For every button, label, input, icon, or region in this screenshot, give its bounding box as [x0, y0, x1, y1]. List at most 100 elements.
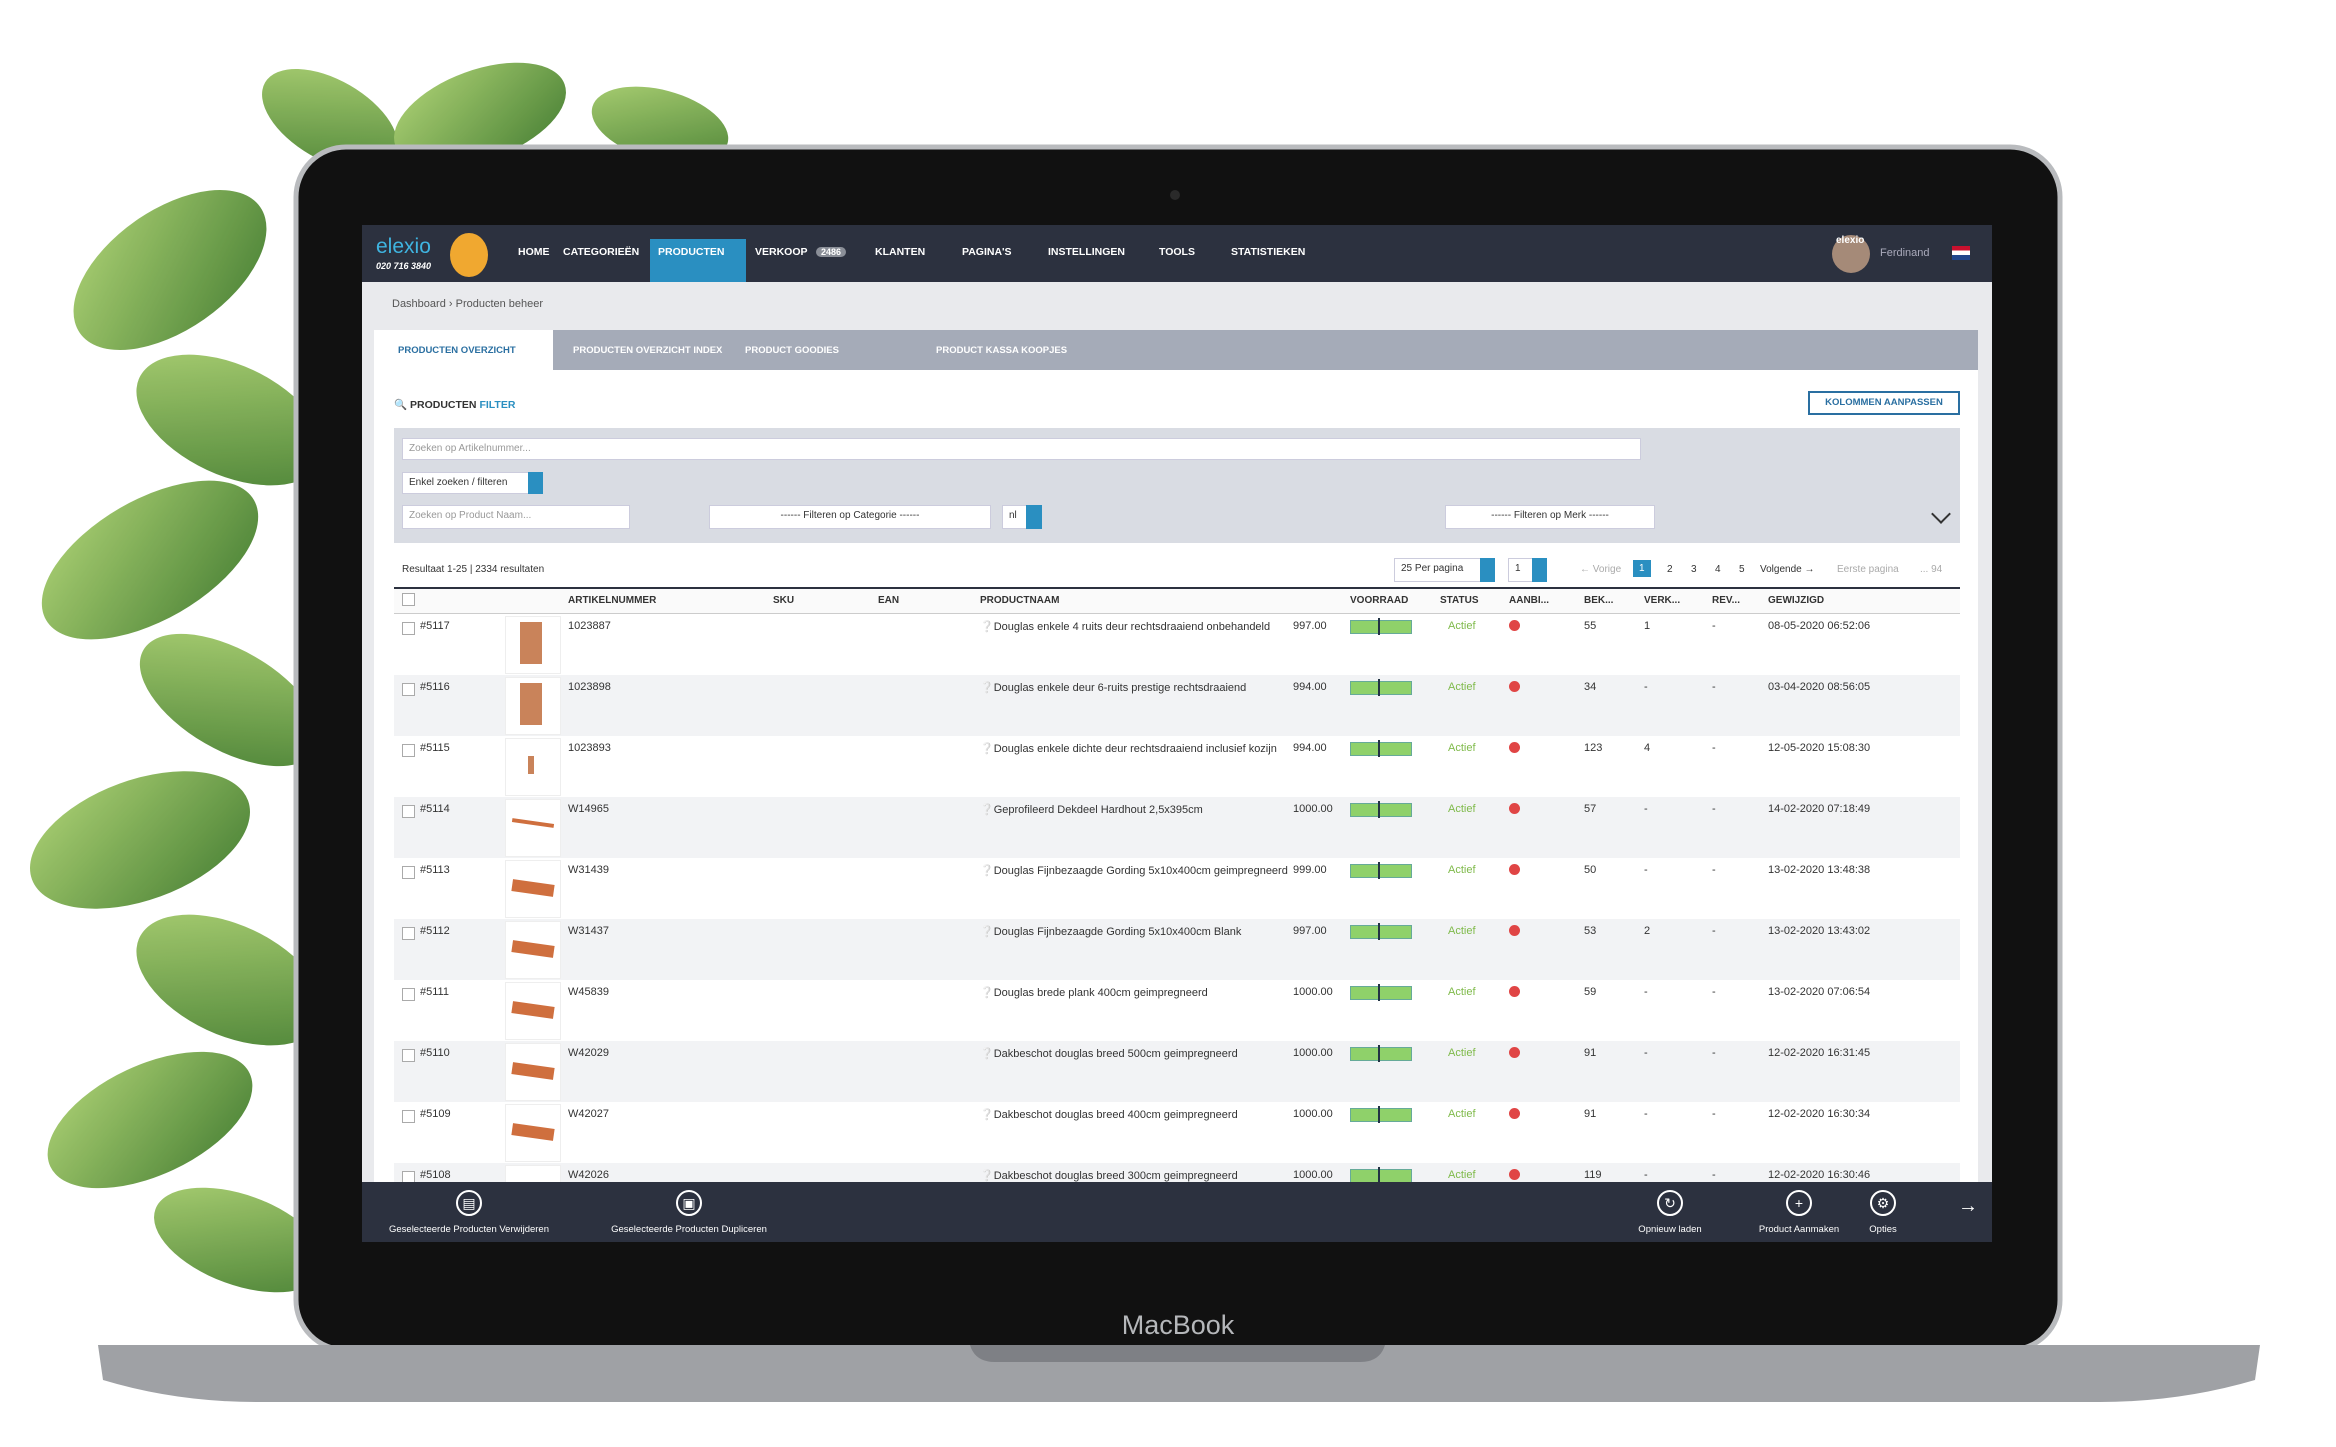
column-header[interactable]: ARTIKELNUMMER	[568, 595, 657, 606]
language-select[interactable]: nl	[1002, 505, 1028, 529]
product-name[interactable]: ❔Douglas Fijnbezaagde Gording 5x10x400cm…	[980, 865, 1288, 877]
pagination-item[interactable]: Volgende →	[1760, 564, 1815, 575]
toolbar-icon[interactable]: +	[1786, 1190, 1812, 1216]
column-header[interactable]: EAN	[878, 595, 900, 606]
row-checkbox[interactable]	[402, 927, 415, 940]
header-checkbox[interactable]	[402, 593, 415, 606]
cell-text: -	[1712, 681, 1716, 693]
mode-select[interactable]: Enkel zoeken / filteren	[402, 472, 530, 494]
nav-item[interactable]: PAGINA'S	[962, 246, 1012, 258]
row-checkbox[interactable]	[402, 744, 415, 757]
toolbar-label[interactable]: Product Aanmaken	[1758, 1224, 1840, 1235]
product-name[interactable]: ❔Dakbeschot douglas breed 300cm geimpreg…	[980, 1170, 1238, 1182]
thumbnail-image	[520, 622, 542, 664]
product-name[interactable]: ❔Douglas Fijnbezaagde Gording 5x10x400cm…	[980, 926, 1242, 938]
nav-item[interactable]: INSTELLINGEN	[1048, 246, 1126, 258]
nav-item[interactable]: HOME	[518, 246, 550, 258]
column-header[interactable]: BEK...	[1584, 595, 1614, 606]
toolbar-label[interactable]: Opnieuw laden	[1638, 1224, 1702, 1235]
product-name[interactable]: ❔Douglas brede plank 400cm geimpregneerd	[980, 987, 1208, 999]
nav-item[interactable]: CATEGORIEËN	[563, 246, 640, 258]
status: Actief	[1448, 1108, 1476, 1120]
flag[interactable]	[1952, 246, 1970, 260]
product-name[interactable]: ❔Dakbeschot douglas breed 500cm geimpreg…	[980, 1048, 1238, 1060]
row-checkbox[interactable]	[402, 988, 415, 1001]
logo: elexio	[376, 235, 431, 258]
product-name[interactable]: ❔Dakbeschot douglas breed 400cm geimpreg…	[980, 1109, 1238, 1121]
breadcrumb-item: Producten beheer	[455, 298, 544, 310]
product-name[interactable]: ❔Douglas enkele dichte deur rechtsdraaie…	[980, 743, 1277, 755]
row-checkbox[interactable]	[402, 1110, 415, 1123]
row-checkbox[interactable]	[402, 805, 415, 818]
breadcrumb-item[interactable]: Dashboard	[392, 298, 446, 310]
tab[interactable]: PRODUCT KASSA KOOPJES	[936, 345, 1068, 356]
column-header[interactable]: GEWIJZIGD	[1768, 595, 1825, 606]
cell-text: #5111	[420, 986, 449, 998]
nav-active-bg	[650, 239, 746, 282]
column-header[interactable]: STATUS	[1440, 595, 1479, 606]
column-header[interactable]: SKU	[773, 595, 795, 606]
stock-marker	[1378, 679, 1380, 696]
name-search[interactable]: Zoeken op Product Naam...	[402, 505, 630, 529]
row-checkbox[interactable]	[402, 1049, 415, 1062]
tab[interactable]: PRODUCTEN OVERZICHT	[398, 345, 516, 356]
toolbar-icon[interactable]: ⚙	[1870, 1190, 1896, 1216]
nav-item[interactable]: STATISTIEKEN	[1231, 246, 1306, 258]
cell-text: 34	[1584, 681, 1597, 693]
toolbar-icon[interactable]: ↻	[1657, 1190, 1683, 1216]
row-checkbox[interactable]	[402, 683, 415, 696]
cell-text: -	[1712, 925, 1716, 937]
column-header[interactable]: VERK...	[1644, 595, 1681, 606]
offer-dot	[1509, 986, 1520, 997]
nav-item[interactable]: KLANTEN	[875, 246, 926, 258]
per-page-select[interactable]: 25 Per pagina	[1394, 558, 1482, 582]
page-select[interactable]: 1	[1508, 558, 1534, 582]
nav-item[interactable]: TOOLS	[1159, 246, 1195, 258]
stock-marker	[1378, 618, 1380, 635]
pagination-item[interactable]: 5	[1739, 564, 1745, 575]
column-header[interactable]: VOORRAAD	[1350, 595, 1409, 606]
product-name[interactable]: ❔Geprofileerd Dekdeel Hardhout 2,5x395cm	[980, 804, 1203, 816]
offer-dot	[1509, 620, 1520, 631]
price: 994.00	[1293, 681, 1327, 693]
toolbar-label[interactable]: Geselecteerde Producten Dupliceren	[611, 1224, 767, 1235]
table-row	[394, 858, 1960, 919]
toolbar-label[interactable]: Opties	[1869, 1224, 1897, 1235]
price: 1000.00	[1293, 1108, 1333, 1120]
column-header[interactable]: REV...	[1712, 595, 1740, 606]
tab[interactable]: PRODUCT GOODIES	[745, 345, 839, 356]
tab[interactable]: PRODUCTEN OVERZICHT INDEX	[573, 345, 723, 356]
nav-item[interactable]: PRODUCTEN	[658, 246, 725, 258]
pagination-item[interactable]: 1	[1633, 560, 1651, 577]
table-row	[394, 980, 1960, 1041]
category-select[interactable]: ------ Filteren op Categorie ------	[709, 505, 991, 529]
cell-text: 2	[1644, 925, 1651, 937]
table-row	[394, 1102, 1960, 1163]
toolbar-arrow[interactable]: →	[1958, 1195, 1978, 1217]
row-checkbox[interactable]	[402, 866, 415, 879]
pagination-item[interactable]: 4	[1715, 564, 1721, 575]
stock-marker	[1378, 1045, 1380, 1062]
status: Actief	[1448, 925, 1476, 937]
column-header[interactable]: AANBI...	[1509, 595, 1549, 606]
toolbar-icon[interactable]: ▤	[456, 1190, 482, 1216]
toolbar-icon[interactable]: ▣	[676, 1190, 702, 1216]
nav-badge: 2486	[816, 247, 847, 257]
column-header[interactable]: PRODUCTNAAM	[980, 595, 1060, 606]
cell-text: 1023898	[568, 681, 611, 693]
product-name[interactable]: ❔Douglas enkele deur 6-ruits prestige re…	[980, 682, 1247, 694]
product-thumbnail	[505, 738, 561, 796]
brand-select[interactable]: ------ Filteren op Merk ------	[1445, 505, 1655, 529]
pagination-item[interactable]: 2	[1667, 564, 1673, 575]
row-checkbox[interactable]	[402, 622, 415, 635]
toolbar-label[interactable]: Geselecteerde Producten Verwijderen	[388, 1224, 550, 1235]
article-search[interactable]: Zoeken op Artikelnummer...	[402, 438, 1641, 460]
stock-bar	[1350, 681, 1412, 695]
product-name[interactable]: ❔Douglas enkele 4 ruits deur rechtsdraai…	[980, 621, 1271, 633]
cell-text: 119	[1584, 1169, 1602, 1181]
pagination-item[interactable]: 3	[1691, 564, 1697, 575]
nav-item[interactable]: VERKOOP	[755, 246, 808, 258]
columns-button[interactable]: KOLOMMEN AANPASSEN	[1808, 391, 1960, 415]
cell-text: -	[1712, 620, 1716, 632]
row-checkbox[interactable]	[402, 1171, 415, 1182]
